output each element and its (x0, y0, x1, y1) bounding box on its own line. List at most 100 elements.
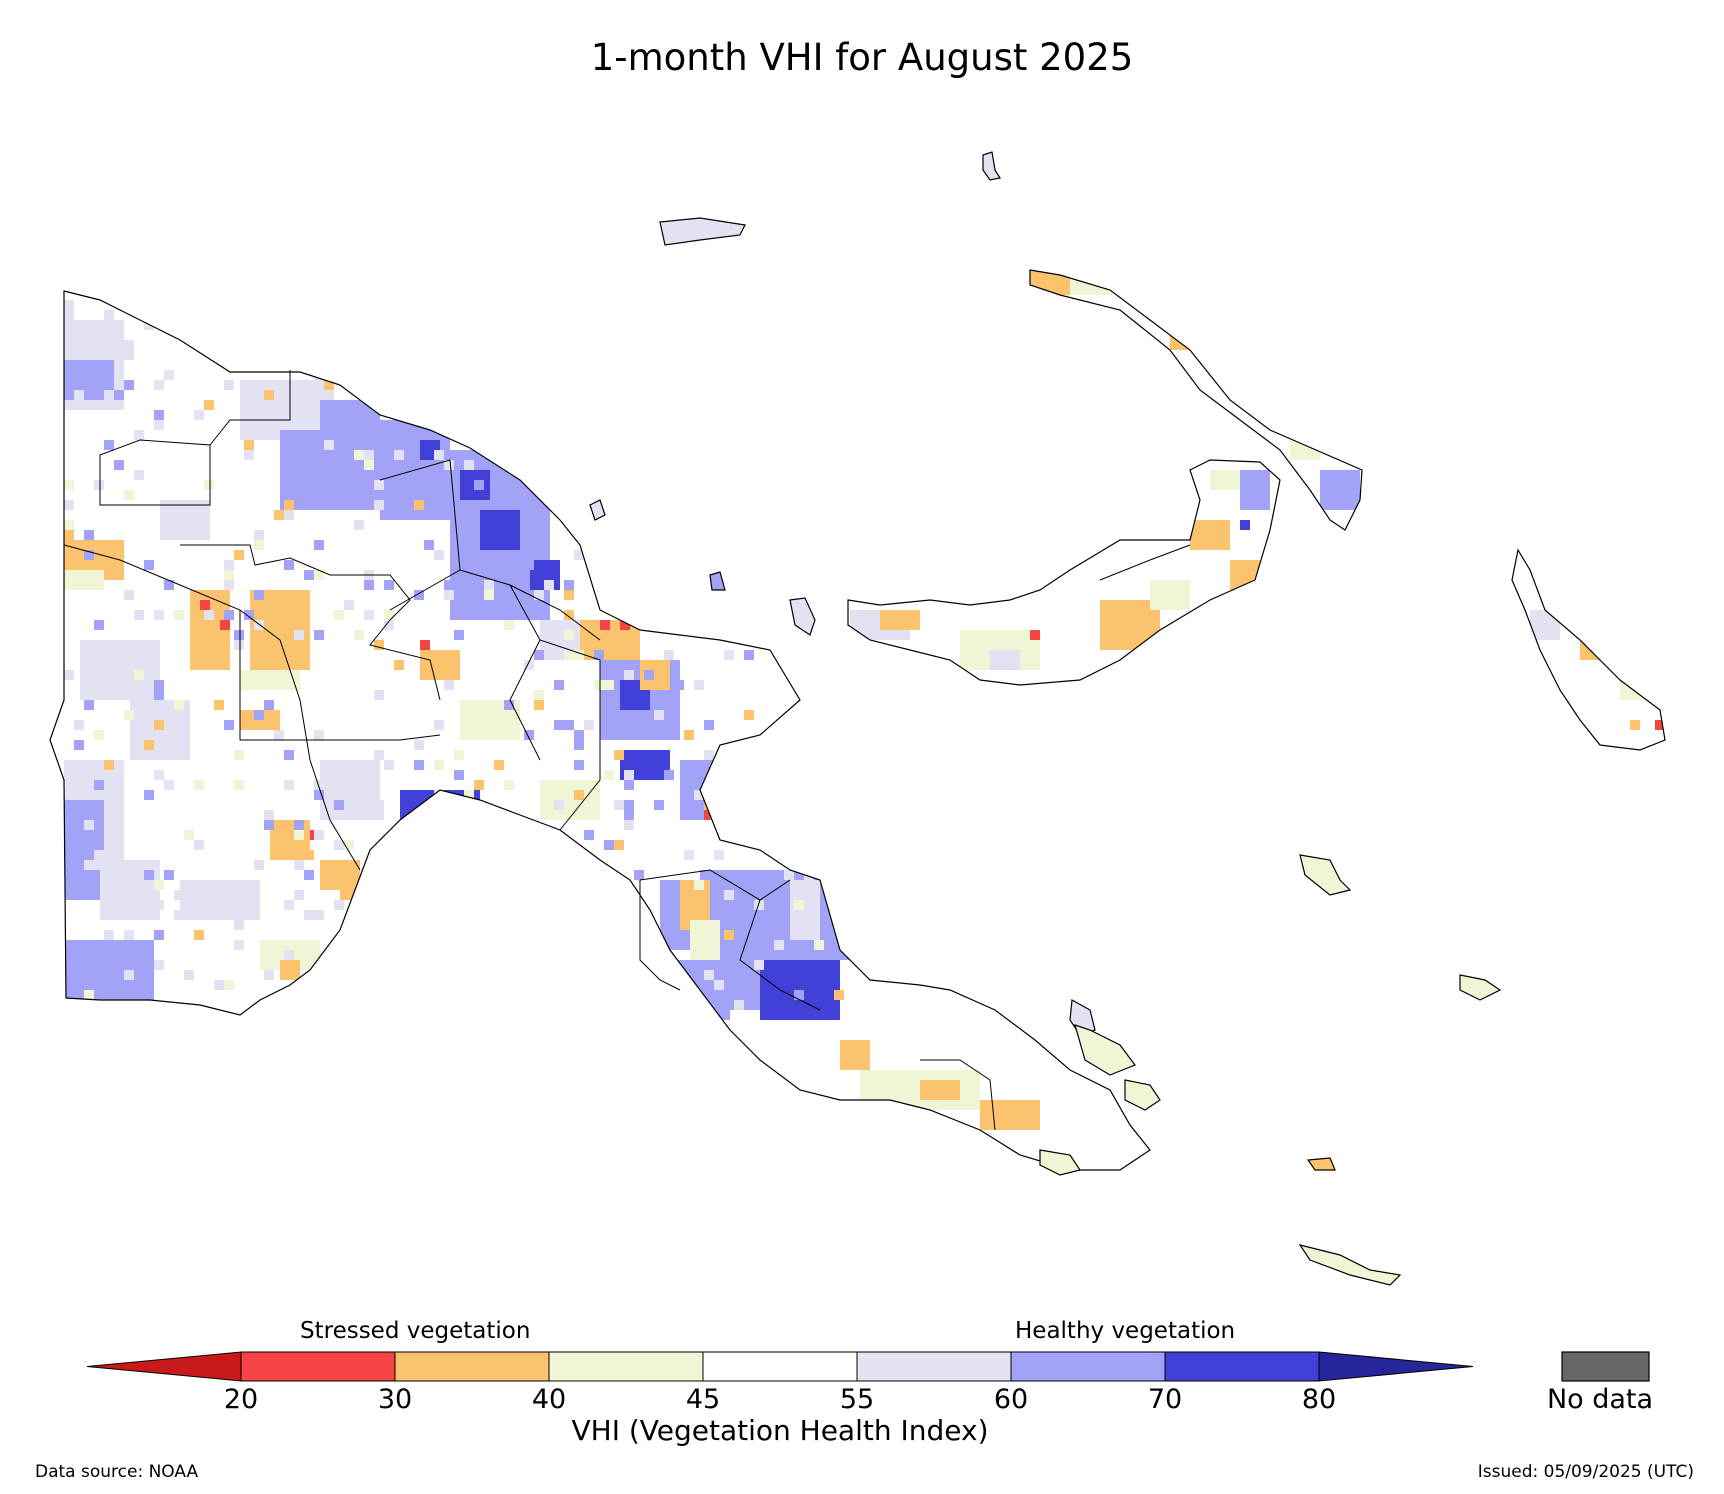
vhi-pixel (164, 580, 174, 590)
vhi-pixel (214, 700, 224, 710)
vhi-pixel (384, 580, 394, 590)
vhi-pixel (474, 780, 484, 790)
vhi-pixel (294, 860, 304, 870)
vhi-pixel (784, 870, 794, 880)
vhi-pixel (424, 540, 434, 550)
vhi-pixel (354, 630, 364, 640)
colorbar-segment (856, 1351, 1012, 1382)
vhi-pixel (74, 740, 84, 750)
vhi-pixel (614, 800, 624, 810)
vhi-pixel (564, 650, 574, 660)
vhi-pixel (354, 520, 364, 530)
vhi-pixel (394, 450, 404, 460)
vhi-pixel (754, 900, 764, 910)
vhi-pixel (304, 570, 314, 580)
vhi-pixel (414, 590, 424, 600)
vhi-pixel (584, 720, 594, 730)
vhi-pixel (364, 490, 374, 500)
vhi-pixel (374, 640, 384, 650)
nodata-swatch (1561, 1351, 1650, 1382)
vhi-pixel (84, 860, 94, 870)
vhi-pixel (374, 800, 384, 810)
vhi-pixel (234, 780, 244, 790)
nodata-label: No data (1546, 1384, 1654, 1415)
vhi-pixel (434, 720, 444, 730)
vhi-pixel (544, 630, 554, 640)
vhi-pixel (144, 670, 154, 680)
tick-label: 40 (531, 1384, 567, 1415)
vhi-pixel (124, 350, 134, 360)
vhi-pixel (744, 710, 754, 720)
vhi-pixel (274, 730, 284, 740)
vhi-pixel (434, 550, 444, 560)
tick-label: 20 (223, 1384, 259, 1415)
vhi-pixel (254, 590, 264, 600)
vhi-pixel (94, 620, 104, 630)
vhi-pixel (154, 880, 164, 890)
vhi-pixel (284, 900, 294, 910)
vhi-pixel (484, 580, 494, 590)
vhi-pixel (174, 890, 184, 900)
vhi-pixel (344, 840, 354, 850)
vhi-pixel (224, 580, 234, 590)
vhi-pixel (514, 500, 524, 510)
vhi-pixel (444, 680, 454, 690)
vhi-pixel (584, 830, 594, 840)
vhi-pixel (134, 610, 144, 620)
vhi-pixel (284, 750, 294, 760)
vhi-pixel (624, 770, 634, 780)
vhi-pixel (384, 760, 394, 770)
vhi-pixel (94, 780, 104, 790)
vhi-pixel (744, 650, 754, 660)
vhi-pixel (254, 710, 264, 720)
vhi-pixel (754, 960, 764, 970)
province-boundaries (63, 370, 1191, 1131)
vhi-pixel (154, 690, 164, 700)
vhi-pixel (674, 680, 684, 690)
vhi-pixel (344, 600, 354, 610)
vhi-pixel (194, 410, 204, 420)
vhi-pixel (134, 430, 144, 440)
vhi-pixel (314, 540, 324, 550)
vhi-pixel (354, 450, 364, 460)
vhi-pixel (574, 650, 584, 660)
vhi-colorbar (86, 1351, 1474, 1382)
vhi-pixel (144, 560, 154, 570)
vhi-pixel (774, 940, 784, 950)
vhi-pixel (604, 840, 614, 850)
vhi-pixel (374, 480, 384, 490)
colorbar-segment (394, 1351, 550, 1382)
vhi-pixel (554, 800, 564, 810)
vhi-pixel (324, 390, 334, 400)
colorbar-segment (1010, 1351, 1166, 1382)
vhi-pixel (84, 530, 94, 540)
vhi-pixel (64, 670, 74, 680)
tick-label: 70 (1147, 1384, 1183, 1415)
vhi-pixel (384, 500, 394, 510)
vhi-pixel (94, 730, 104, 740)
vhi-pixel (244, 410, 254, 420)
vhi-pixel (604, 770, 614, 780)
vhi-pixel (94, 480, 104, 490)
vhi-pixel (104, 890, 114, 900)
healthy-vegetation-label: Healthy vegetation (1015, 1318, 1236, 1344)
vhi-pixel (174, 700, 184, 710)
vhi-pixel (564, 580, 574, 590)
colorbar-axis-label: VHI (Vegetation Health Index) (571, 1414, 989, 1447)
vhi-map (49, 151, 1666, 1286)
vhi-pixel (704, 750, 714, 760)
vhi-pixel (544, 580, 554, 590)
colorbar-segment (548, 1351, 704, 1382)
vhi-pixel (264, 970, 274, 980)
vhi-pixel (294, 820, 304, 830)
vhi-pixel (644, 670, 654, 680)
vhi-pixel (154, 930, 164, 940)
vhi-pixel (654, 710, 664, 720)
vhi-pixel (484, 590, 494, 600)
vhi-pixel (504, 780, 514, 790)
vhi-pixel (64, 500, 74, 510)
vhi-pixel (154, 720, 164, 730)
vhi-pixel (94, 850, 104, 860)
vhi-pixel (244, 440, 254, 450)
vhi-pixel (694, 810, 704, 820)
